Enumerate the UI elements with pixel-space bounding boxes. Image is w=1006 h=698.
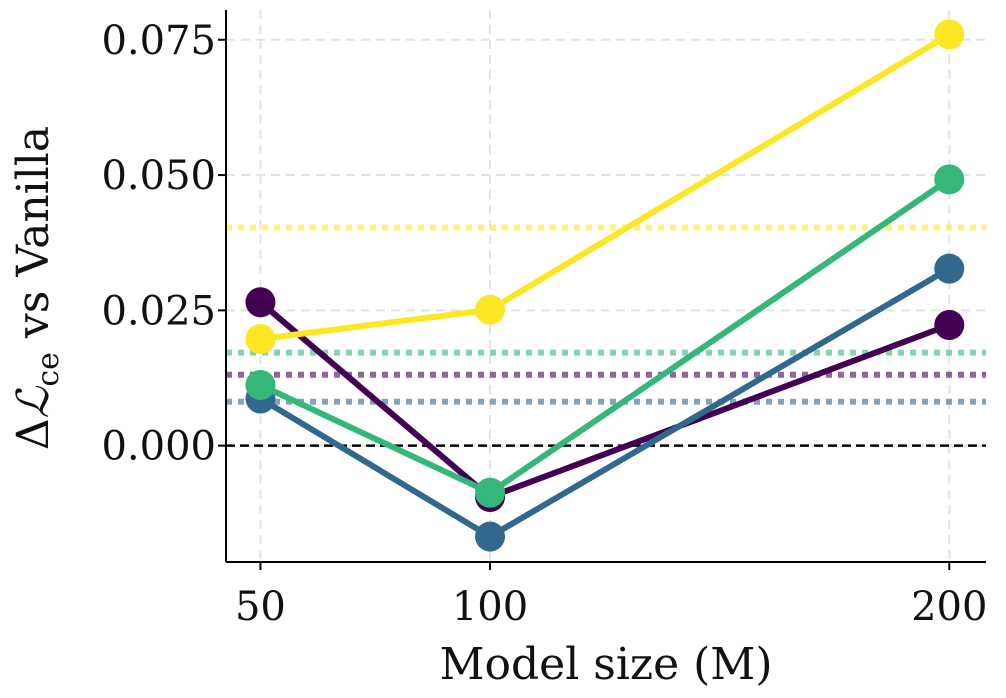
series-2-point-1 <box>475 477 506 508</box>
axes <box>225 10 986 563</box>
y-tick-label-2: 0.050 <box>101 153 216 199</box>
series-2-point-0 <box>245 370 276 401</box>
x-axis-label: Model size (M) <box>439 639 772 690</box>
y-tick-label-3: 0.075 <box>101 18 216 64</box>
series-1-point-2 <box>934 253 965 284</box>
y-tick-label-0: 0.000 <box>101 424 216 470</box>
series-1-point-1 <box>475 521 506 552</box>
series-0-point-2 <box>934 309 965 340</box>
x-tick-label-2: 200 <box>911 584 987 630</box>
x-tick-label-1: 100 <box>452 584 528 630</box>
y-axis-label: Δℒce vs Vanilla <box>8 126 66 450</box>
y-tick-label-1: 0.025 <box>101 288 216 334</box>
x-tick-label-0: 50 <box>235 584 286 630</box>
ticks: 50 100 200 0.000 0.025 0.050 0.075 <box>101 18 987 630</box>
series-3-point-2 <box>934 19 965 50</box>
series-2-point-2 <box>934 164 965 195</box>
series-3-point-0 <box>245 324 276 355</box>
series-3-point-1 <box>475 294 506 325</box>
series-group <box>245 19 965 552</box>
series-0-point-0 <box>245 287 276 318</box>
grid <box>226 10 986 562</box>
series-line-3 <box>260 31 951 342</box>
